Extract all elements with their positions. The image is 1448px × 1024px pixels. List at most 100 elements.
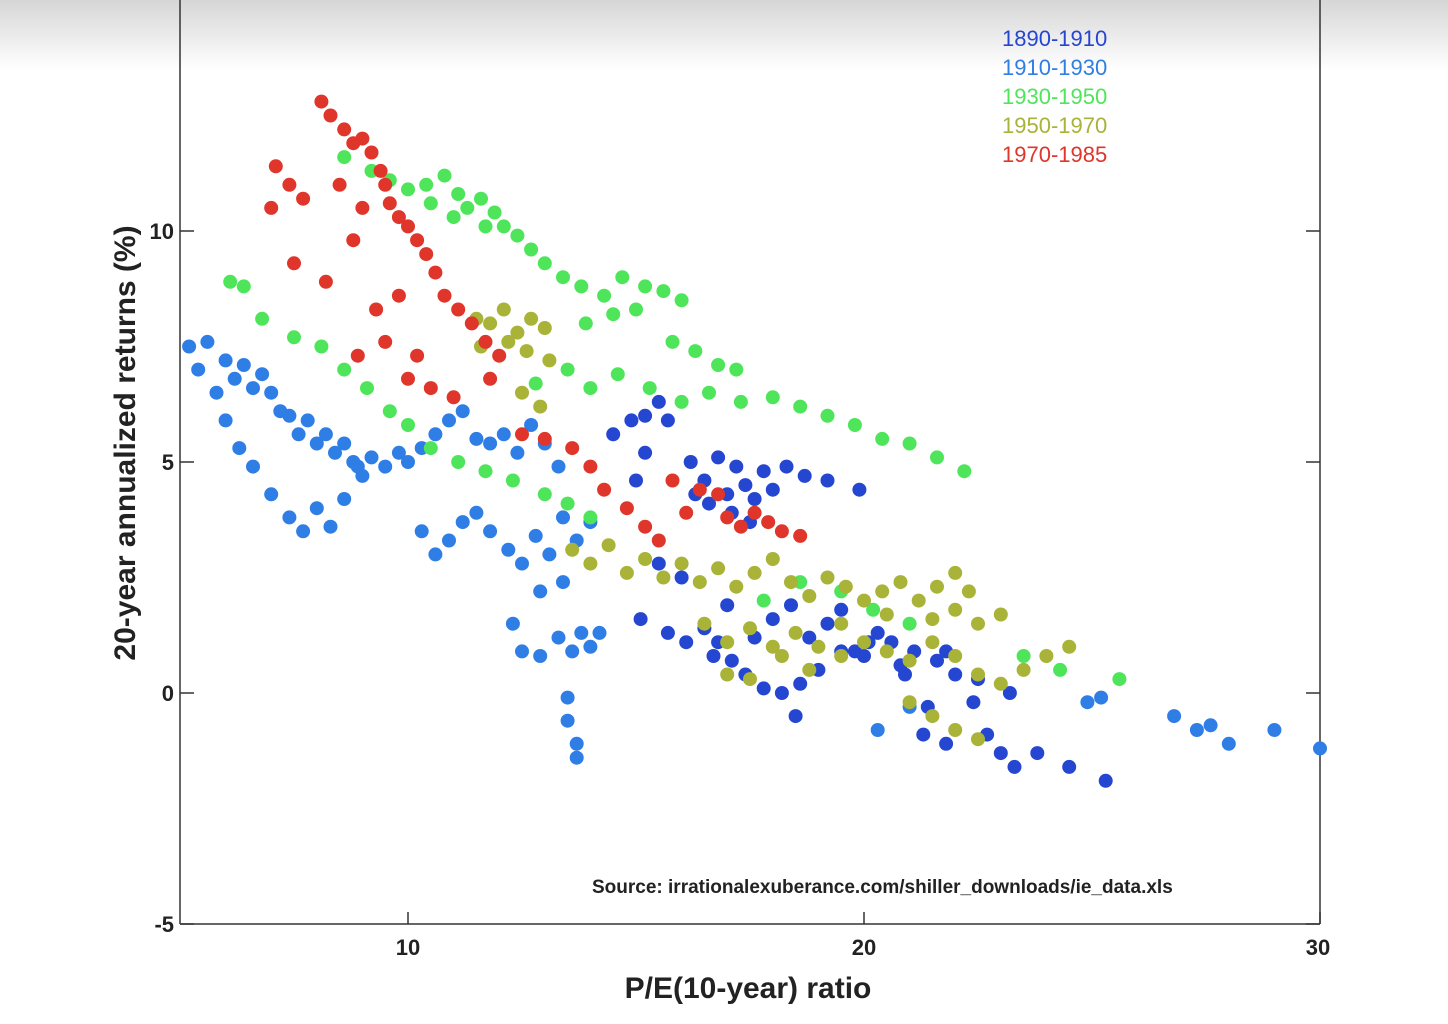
data-point-1890-1910 [870, 625, 885, 640]
data-point-1950-1970 [802, 662, 817, 677]
data-point-1930-1950 [930, 450, 944, 465]
data-point-1890-1910 [788, 709, 803, 724]
data-point-1890-1910 [852, 482, 867, 497]
data-point-1950-1970 [774, 649, 789, 663]
data-point-1910-1930 [282, 408, 297, 423]
data-point-1910-1930 [528, 528, 543, 543]
data-point-1890-1910 [916, 727, 931, 742]
data-point-1890-1910 [779, 459, 794, 474]
data-point-1950-1970 [875, 584, 890, 599]
data-point-1910-1930 [236, 358, 251, 372]
data-point-1970-1985 [451, 302, 466, 317]
data-point-1970-1985 [346, 233, 361, 248]
data-point-1970-1985 [323, 108, 338, 123]
data-point-1970-1985 [428, 265, 443, 280]
data-point-1950-1970 [537, 321, 552, 335]
data-point-1910-1930 [209, 385, 224, 400]
data-point-1910-1930 [455, 404, 470, 419]
x-tick-label: 20 [852, 935, 876, 960]
data-point-1950-1970 [788, 625, 803, 640]
data-point-1950-1970 [857, 635, 871, 650]
data-point-1930-1950 [733, 394, 748, 409]
data-point-1950-1970 [811, 639, 826, 654]
data-point-1910-1930 [191, 362, 206, 377]
data-point-1910-1930 [469, 431, 484, 446]
data-point-1930-1950 [574, 279, 589, 294]
data-point-1970-1985 [355, 200, 370, 215]
data-point-1890-1910 [747, 492, 762, 506]
data-point-1930-1950 [583, 510, 598, 525]
data-point-1930-1950 [957, 464, 972, 479]
data-point-1910-1930 [565, 644, 580, 659]
data-point-1890-1910 [1030, 746, 1045, 761]
data-point-1950-1970 [879, 607, 894, 622]
data-point-1950-1970 [729, 579, 744, 594]
y-tick-label: 0 [162, 681, 174, 706]
data-point-1970-1985 [350, 348, 365, 363]
data-point-1910-1930 [378, 459, 393, 474]
data-point-1930-1950 [496, 219, 511, 234]
legend-entry: 1950-1970 [1002, 113, 1107, 138]
data-point-1950-1970 [711, 561, 726, 576]
data-point-1890-1910 [624, 413, 639, 428]
data-point-1890-1910 [606, 427, 621, 442]
data-point-1970-1985 [774, 524, 789, 539]
data-point-1910-1930 [1203, 718, 1218, 733]
data-point-1890-1910 [633, 612, 648, 627]
data-point-1910-1930 [556, 510, 570, 525]
data-point-1910-1930 [255, 367, 270, 382]
data-point-1910-1930 [350, 459, 365, 474]
data-point-1970-1985 [492, 348, 507, 363]
data-point-1930-1950 [528, 376, 543, 391]
data-point-1970-1985 [665, 473, 680, 488]
data-point-1950-1970 [565, 542, 580, 557]
data-point-1930-1950 [360, 381, 374, 396]
data-point-1890-1910 [797, 468, 812, 483]
data-point-1890-1910 [966, 695, 981, 710]
data-point-1890-1910 [683, 455, 698, 469]
data-point-1890-1910 [724, 653, 739, 668]
data-point-1950-1970 [720, 667, 735, 682]
data-point-1910-1930 [182, 339, 197, 354]
data-point-1930-1950 [606, 307, 621, 322]
data-point-1970-1985 [391, 288, 406, 303]
y-tick-label: 10 [150, 219, 174, 244]
data-point-1910-1930 [1094, 690, 1109, 705]
data-point-1930-1950 [642, 381, 657, 396]
data-point-1930-1950 [578, 316, 593, 331]
data-point-1950-1970 [501, 334, 516, 349]
data-point-1950-1970 [743, 621, 757, 636]
data-point-1930-1950 [711, 358, 726, 372]
data-point-1930-1950 [423, 441, 438, 456]
data-point-1910-1930 [551, 459, 566, 474]
data-point-1970-1985 [355, 131, 370, 146]
data-point-1910-1930 [401, 455, 415, 469]
data-point-1930-1950 [423, 196, 438, 211]
data-point-1950-1970 [857, 593, 871, 608]
data-point-1910-1930 [1313, 741, 1327, 756]
data-point-1910-1930 [218, 353, 233, 368]
data-point-1970-1985 [583, 459, 598, 474]
data-point-1950-1970 [601, 538, 616, 553]
data-point-1890-1910 [660, 625, 675, 640]
data-point-1910-1930 [328, 445, 342, 460]
data-point-1910-1930 [364, 450, 379, 465]
data-point-1950-1970 [765, 552, 780, 566]
data-point-1950-1970 [893, 575, 908, 590]
data-point-1970-1985 [282, 177, 297, 192]
data-point-1890-1910 [1062, 759, 1077, 774]
data-point-1930-1950 [610, 367, 625, 382]
data-point-1910-1930 [505, 616, 520, 631]
data-point-1930-1950 [615, 270, 630, 285]
data-point-1910-1930 [533, 649, 548, 663]
data-point-1910-1930 [483, 436, 498, 451]
data-point-1890-1910 [720, 598, 735, 613]
data-point-1910-1930 [455, 515, 470, 530]
data-point-1930-1950 [419, 177, 434, 192]
data-point-1970-1985 [373, 163, 388, 178]
data-point-1950-1970 [993, 676, 1008, 691]
data-point-1970-1985 [565, 441, 580, 456]
data-point-1950-1970 [697, 616, 712, 631]
data-point-1950-1970 [720, 635, 735, 650]
data-point-1890-1910 [706, 649, 721, 663]
